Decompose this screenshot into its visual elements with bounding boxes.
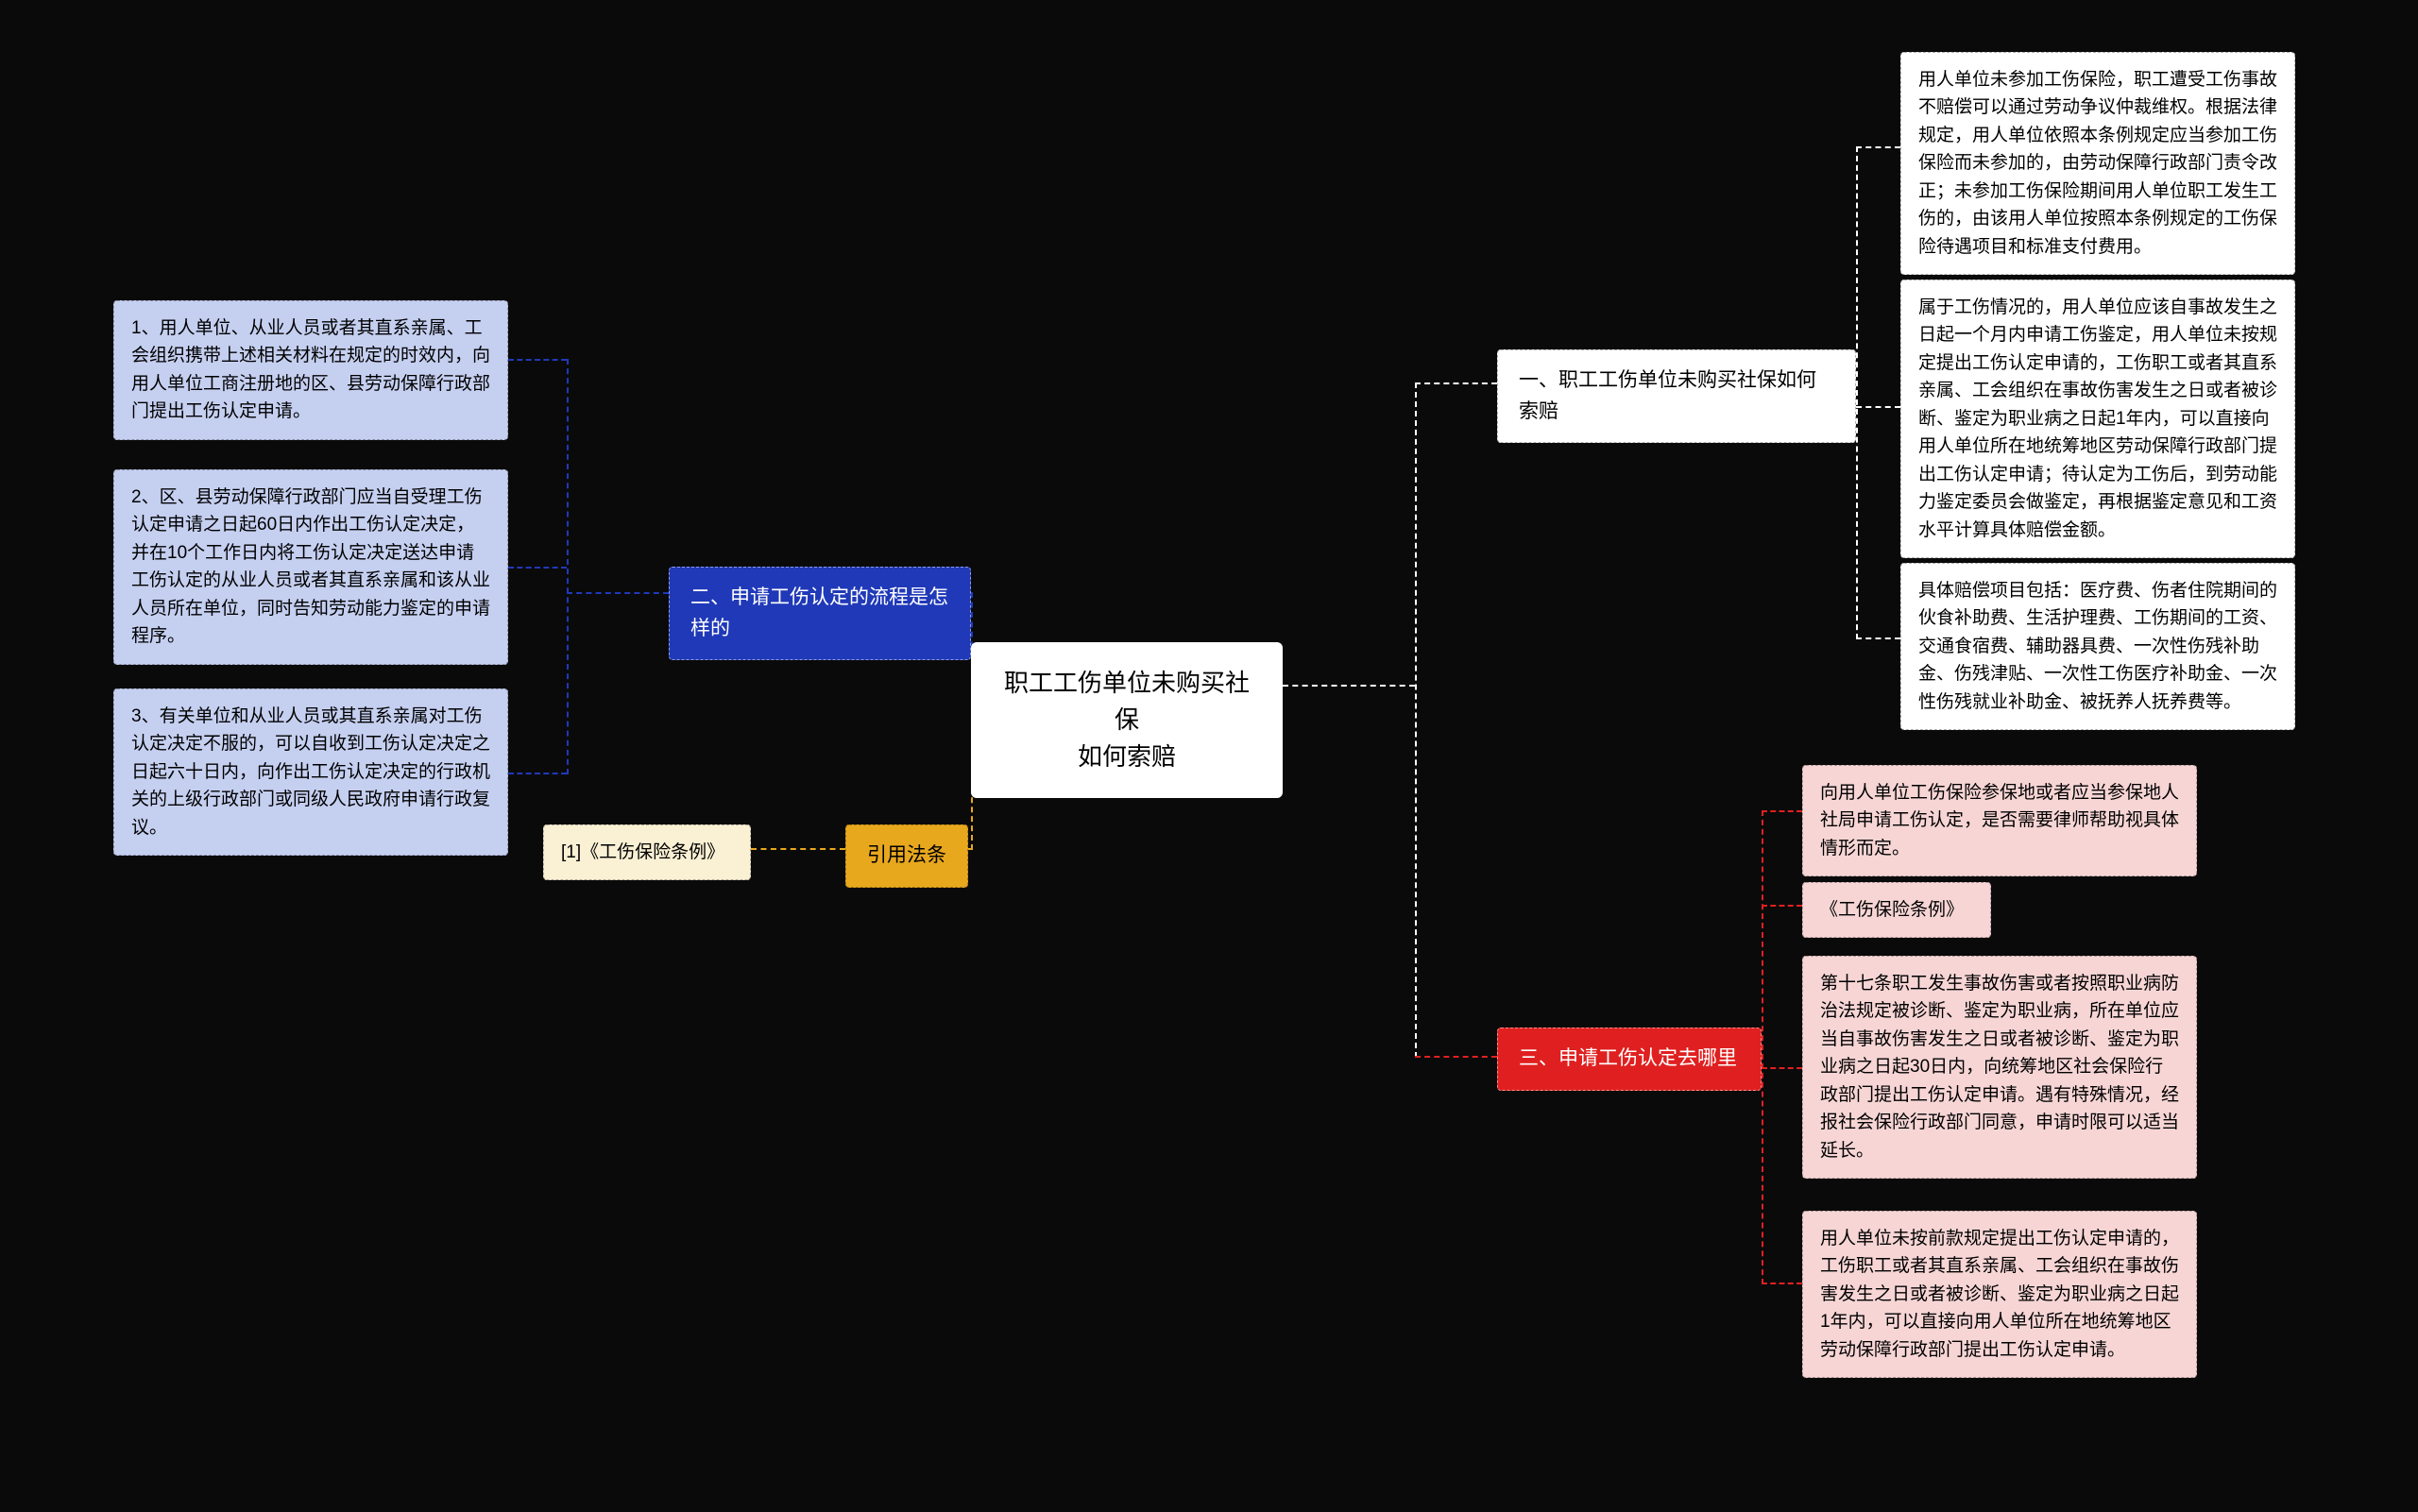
connector bbox=[1415, 382, 1417, 1058]
leaf-b3-2: 《工伤保险条例》 bbox=[1802, 882, 1991, 938]
connector bbox=[1283, 685, 1415, 687]
leaf-b2-2: 2、区、县劳动保障行政部门应当自受理工伤认定申请之日起60日内作出工伤认定决定，… bbox=[113, 469, 508, 665]
connector bbox=[508, 773, 567, 774]
connector bbox=[567, 592, 669, 594]
leaf-text: 向用人单位工伤保险参保地或者应当参保地人社局申请工伤认定，是否需要律师帮助视具体… bbox=[1820, 783, 2179, 858]
leaf-b4-1: [1]《工伤保险条例》 bbox=[543, 824, 751, 880]
branch-1-label: 一、职工工伤单位未购买社保如何索赔 bbox=[1519, 369, 1816, 422]
leaf-b1-1: 用人单位未参加工伤保险，职工遭受工伤事故不赔偿可以通过劳动争议仲裁维权。根据法律… bbox=[1900, 52, 2295, 275]
leaf-b1-2: 属于工伤情况的，用人单位应该自事故发生之日起一个月内申请工伤鉴定，用人单位未按规… bbox=[1900, 280, 2295, 558]
leaf-b3-3: 第十七条职工发生事故伤害或者按照职业病防治法规定被诊断、鉴定为职业病，所在单位应… bbox=[1802, 956, 2197, 1179]
leaf-b2-1: 1、用人单位、从业人员或者其直系亲属、工会组织携带上述相关材料在规定的时效内，向… bbox=[113, 300, 508, 440]
leaf-b1-3: 具体赔偿项目包括：医疗费、伤者住院期间的伙食补助费、生活护理费、工伤期间的工资、… bbox=[1900, 563, 2295, 730]
connector bbox=[1762, 810, 1802, 812]
connector bbox=[1415, 382, 1497, 384]
branch-3-label: 三、申请工伤认定去哪里 bbox=[1519, 1047, 1737, 1069]
connector bbox=[1856, 146, 1900, 148]
branch-1: 一、职工工伤单位未购买社保如何索赔 bbox=[1497, 349, 1856, 443]
leaf-text: 2、区、县劳动保障行政部门应当自受理工伤认定申请之日起60日内作出工伤认定决定，… bbox=[131, 487, 490, 646]
root-node: 职工工伤单位未购买社保如何索赔 bbox=[971, 642, 1283, 798]
leaf-text: 具体赔偿项目包括：医疗费、伤者住院期间的伙食补助费、生活护理费、工伤期间的工资、… bbox=[1918, 581, 2277, 712]
connector bbox=[1856, 637, 1900, 639]
connector bbox=[1762, 1283, 1802, 1284]
leaf-text: 用人单位未参加工伤保险，职工遭受工伤事故不赔偿可以通过劳动争议仲裁维权。根据法律… bbox=[1918, 70, 2277, 257]
connector bbox=[508, 567, 567, 569]
connector bbox=[1762, 905, 1802, 907]
leaf-b3-1: 向用人单位工伤保险参保地或者应当参保地人社局申请工伤认定，是否需要律师帮助视具体… bbox=[1802, 765, 2197, 876]
leaf-text: 属于工伤情况的，用人单位应该自事故发生之日起一个月内申请工伤鉴定，用人单位未按规… bbox=[1918, 297, 2277, 540]
connector bbox=[1762, 1067, 1802, 1069]
branch-2-label: 二、申请工伤认定的流程是怎样的 bbox=[690, 586, 948, 639]
leaf-b2-3: 3、有关单位和从业人员或其直系亲属对工伤认定决定不服的，可以自收到工伤认定决定之… bbox=[113, 688, 508, 856]
connector bbox=[1856, 146, 1858, 639]
connector bbox=[1415, 1056, 1497, 1058]
branch-3: 三、申请工伤认定去哪里 bbox=[1497, 1028, 1762, 1091]
connector bbox=[751, 848, 845, 850]
connector bbox=[567, 359, 569, 774]
connector bbox=[508, 359, 567, 361]
connector bbox=[968, 848, 971, 850]
leaf-text: 用人单位未按前款规定提出工伤认定申请的，工伤职工或者其直系亲属、工会组织在事故伤… bbox=[1820, 1229, 2179, 1360]
branch-4-label: 引用法条 bbox=[867, 844, 946, 866]
branch-4: 引用法条 bbox=[845, 824, 968, 888]
branch-2: 二、申请工伤认定的流程是怎样的 bbox=[669, 567, 971, 660]
leaf-text: 《工伤保险条例》 bbox=[1820, 900, 1964, 920]
leaf-text: 第十七条职工发生事故伤害或者按照职业病防治法规定被诊断、鉴定为职业病，所在单位应… bbox=[1820, 974, 2179, 1161]
leaf-text: 3、有关单位和从业人员或其直系亲属对工伤认定决定不服的，可以自收到工伤认定决定之… bbox=[131, 706, 490, 838]
connector bbox=[1856, 406, 1900, 408]
leaf-text: [1]《工伤保险条例》 bbox=[561, 842, 724, 862]
leaf-text: 1、用人单位、从业人员或者其直系亲属、工会组织携带上述相关材料在规定的时效内，向… bbox=[131, 318, 490, 421]
leaf-b3-4: 用人单位未按前款规定提出工伤认定申请的，工伤职工或者其直系亲属、工会组织在事故伤… bbox=[1802, 1211, 2197, 1378]
connector bbox=[1762, 810, 1763, 1284]
